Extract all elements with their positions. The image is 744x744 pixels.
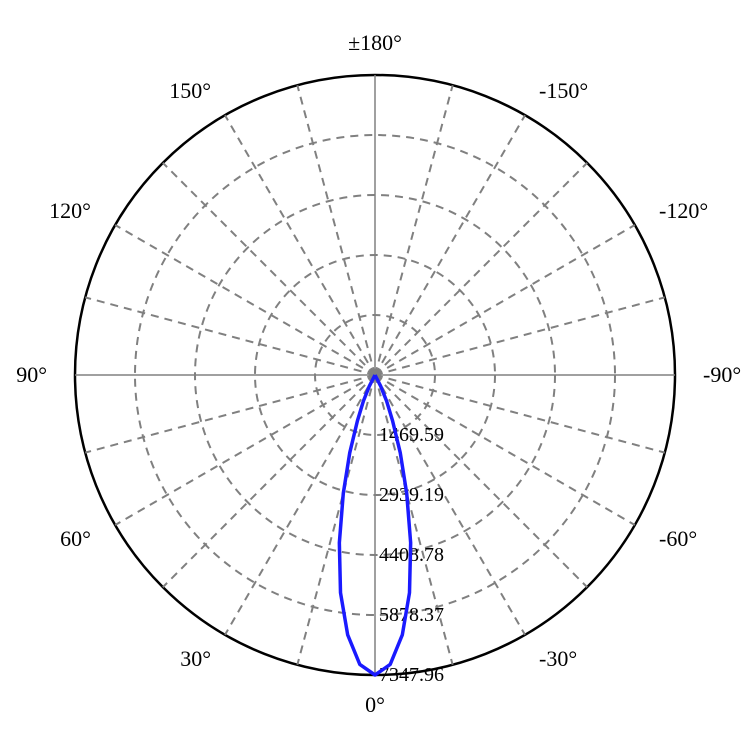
grid-spoke	[163, 163, 375, 375]
grid-spoke	[225, 375, 375, 635]
grid-spoke	[85, 297, 375, 375]
angle-label: -120°	[659, 198, 708, 223]
angle-label: -150°	[539, 78, 588, 103]
grid-spoke	[375, 297, 665, 375]
grid-spoke	[115, 225, 375, 375]
angle-label: 120°	[49, 198, 91, 223]
grid-spoke	[85, 375, 375, 453]
grid-spoke	[225, 115, 375, 375]
grid-spoke	[375, 85, 453, 375]
grid-spoke	[297, 85, 375, 375]
grid-spoke	[375, 163, 587, 375]
angle-label: 0°	[365, 692, 385, 717]
angle-label: 150°	[169, 78, 211, 103]
radial-label: 2939.19	[379, 484, 444, 506]
angle-label: 60°	[60, 526, 91, 551]
angle-label: -60°	[659, 526, 697, 551]
radial-label: 5878.37	[379, 604, 444, 626]
grid-spoke	[297, 375, 375, 665]
grid-spoke	[375, 115, 525, 375]
angle-label: -30°	[539, 646, 577, 671]
grid-spoke	[115, 375, 375, 525]
angle-label: ±180°	[348, 30, 402, 55]
polar-chart: ±180° -150° -120° -90° -60° -30° 0° 30° 60° 90° 12…	[0, 0, 744, 744]
grid-spoke	[163, 375, 375, 587]
angle-label: -90°	[703, 362, 741, 387]
angle-label: 90°	[16, 362, 47, 387]
angle-label: 30°	[180, 646, 211, 671]
grid-spoke	[375, 225, 635, 375]
radial-label: 1469.59	[379, 424, 444, 446]
